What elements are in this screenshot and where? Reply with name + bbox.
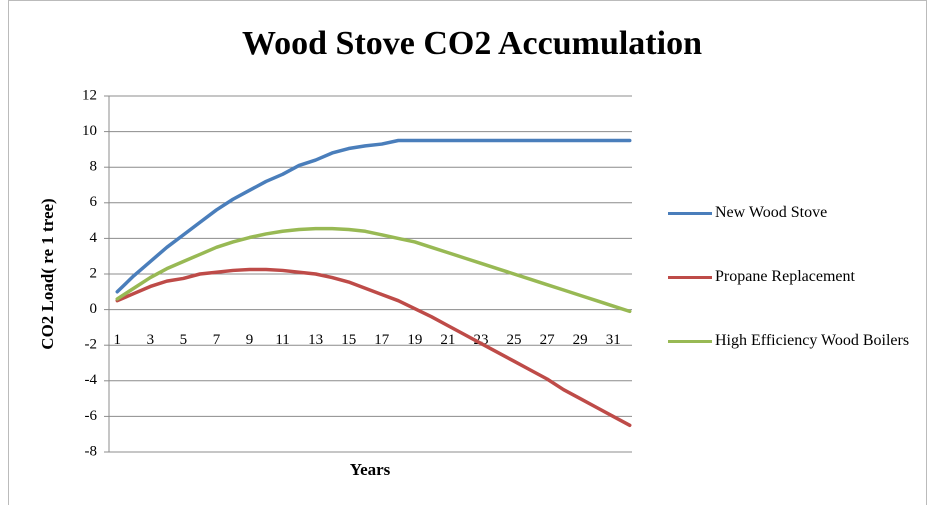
x-tick-label: 13: [308, 332, 323, 348]
x-tick-label: 29: [573, 332, 588, 348]
x-tick-label: 9: [246, 332, 254, 348]
y-tick-label: 6: [90, 194, 98, 210]
y-tick-label: 8: [90, 159, 98, 175]
y-tick-label: 4: [90, 230, 98, 246]
series-line: [115, 226, 632, 314]
chart-border: [8, 0, 927, 505]
x-tick-label: 27: [540, 332, 556, 348]
x-tick-label: 17: [374, 332, 390, 348]
x-axis-title: Years: [350, 460, 391, 479]
y-tick-label: 10: [82, 123, 97, 139]
x-tick-label: 25: [507, 332, 522, 348]
legend-label: High Efficiency Wood Boilers: [715, 332, 910, 349]
x-tick-label: 19: [407, 332, 422, 348]
x-tick-label: 1: [114, 332, 122, 348]
y-tick-label: -8: [85, 443, 98, 459]
y-tick-label: 2: [90, 265, 98, 281]
x-tick-label: 31: [606, 332, 621, 348]
y-tick-label: 12: [82, 87, 97, 103]
legend-entry: Propane Replacement: [668, 264, 923, 328]
legend-entry: New Wood Stove: [668, 200, 923, 264]
legend-label: New Wood Stove: [715, 204, 828, 221]
legend-swatch: [668, 276, 712, 279]
y-tick-label: -2: [85, 337, 98, 353]
y-tick-label: -4: [85, 372, 98, 388]
x-tick-label: 7: [213, 332, 221, 348]
legend: New Wood Stove Propane Replacement High Ef…: [668, 200, 923, 392]
chart-title: Wood Stove CO2 Accumulation: [242, 25, 702, 62]
y-axis-title: CO2 Load( re 1 tree): [38, 198, 57, 349]
y-tick-label: 0: [90, 301, 98, 317]
legend-entry: High Efficiency Wood Boilers: [668, 328, 923, 392]
legend-label: Propane Replacement: [715, 268, 855, 285]
x-tick-label: 5: [180, 332, 188, 348]
x-tick-label: 21: [440, 332, 455, 348]
legend-swatch: [668, 340, 712, 343]
x-tick-label: 11: [275, 332, 289, 348]
legend-swatch: [668, 212, 712, 215]
series-line: [115, 267, 632, 428]
x-tick-label: 15: [341, 332, 356, 348]
y-tick-label: -6: [85, 408, 98, 424]
series-line: [115, 138, 632, 294]
x-tick-label: 3: [147, 332, 155, 348]
